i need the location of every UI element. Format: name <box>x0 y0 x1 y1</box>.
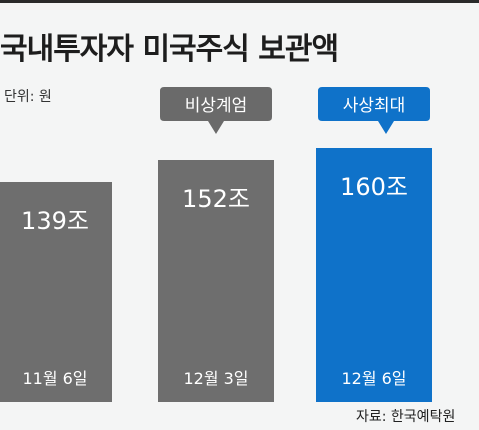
callout-label: 비상계엄 <box>185 96 248 116</box>
bar <box>0 182 112 402</box>
chart-title: 국내투자자 미국주식 보관액 <box>0 32 339 67</box>
bar <box>316 148 432 402</box>
x-tick-label: 11월 6일 <box>22 369 87 388</box>
bar-value-label: 152조 <box>182 185 250 213</box>
callout-bubble <box>160 87 272 134</box>
source-label: 자료: 한국예탁원 <box>356 409 456 425</box>
bar-value-label: 160조 <box>340 173 408 201</box>
bar <box>158 160 274 402</box>
callout-label: 사상최대 <box>343 96 406 116</box>
bar-value-label: 139조 <box>21 207 89 235</box>
x-tick-label: 12월 3일 <box>183 369 248 388</box>
callout-bubble <box>318 87 430 134</box>
x-tick-label: 12월 6일 <box>341 369 406 388</box>
unit-label: 단위: 원 <box>4 89 52 105</box>
top-rule <box>0 0 479 3</box>
